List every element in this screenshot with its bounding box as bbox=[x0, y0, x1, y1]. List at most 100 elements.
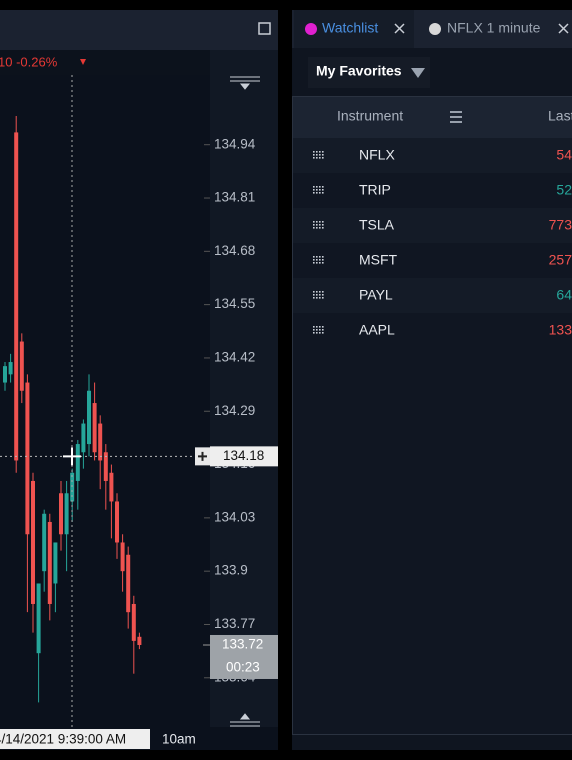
drag-handle[interactable] bbox=[322, 256, 324, 258]
drag-handle[interactable] bbox=[319, 332, 321, 334]
tab-close[interactable] bbox=[394, 23, 405, 34]
symbol[interactable]: PAYL bbox=[359, 287, 393, 303]
scale-handle[interactable] bbox=[230, 713, 260, 727]
drag-handle[interactable] bbox=[313, 326, 315, 328]
drag-handle[interactable] bbox=[322, 326, 324, 328]
drag-handle[interactable] bbox=[313, 221, 315, 223]
drag-handle[interactable] bbox=[316, 329, 318, 331]
drag-handle[interactable] bbox=[319, 221, 321, 223]
symbol[interactable]: TRIP bbox=[359, 182, 391, 198]
drag-handle[interactable] bbox=[316, 326, 318, 328]
drag-handle[interactable] bbox=[319, 154, 321, 156]
drag-handle[interactable] bbox=[316, 186, 318, 188]
symbol[interactable]: MSFT bbox=[359, 252, 398, 268]
drag-handle[interactable] bbox=[319, 297, 321, 299]
candle-body bbox=[31, 480, 35, 604]
drag-handle[interactable] bbox=[322, 332, 324, 334]
tab-label[interactable]: Watchlist bbox=[322, 20, 378, 36]
list-dropdown[interactable] bbox=[308, 57, 430, 88]
drag-handle[interactable] bbox=[316, 189, 318, 191]
drag-handle[interactable] bbox=[319, 294, 321, 296]
drag-handle[interactable] bbox=[316, 224, 318, 226]
drag-handle[interactable] bbox=[322, 294, 324, 296]
drag-handle[interactable] bbox=[316, 332, 318, 334]
drag-handle[interactable] bbox=[319, 189, 321, 191]
drag-handle[interactable] bbox=[316, 256, 318, 258]
drag-handle[interactable] bbox=[322, 151, 324, 153]
drag-handle[interactable] bbox=[313, 291, 315, 293]
drag-handle[interactable] bbox=[322, 189, 324, 191]
drag-handle[interactable] bbox=[319, 186, 321, 188]
drag-handle[interactable] bbox=[313, 192, 315, 194]
drag-handle[interactable] bbox=[313, 227, 315, 229]
scale-handle[interactable] bbox=[230, 76, 260, 90]
drag-handle[interactable] bbox=[316, 259, 318, 261]
drag-handle[interactable] bbox=[322, 329, 324, 331]
maximize-icon[interactable] bbox=[258, 22, 271, 35]
drag-handle[interactable] bbox=[316, 291, 318, 293]
drag-handle[interactable] bbox=[319, 192, 321, 194]
drag-handle[interactable] bbox=[316, 192, 318, 194]
drag-handle[interactable] bbox=[316, 221, 318, 223]
drag-handle[interactable] bbox=[322, 259, 324, 261]
add-icon[interactable] bbox=[198, 451, 207, 461]
drag-handle[interactable] bbox=[322, 297, 324, 299]
drag-handle[interactable] bbox=[322, 154, 324, 156]
drag-handle[interactable] bbox=[313, 329, 315, 331]
column-header[interactable]: Last bbox=[548, 108, 572, 124]
drag-handle[interactable] bbox=[316, 227, 318, 229]
drag-handle[interactable] bbox=[319, 329, 321, 331]
drag-handle[interactable] bbox=[319, 259, 321, 261]
drag-handle[interactable] bbox=[313, 294, 315, 296]
drag-handle[interactable] bbox=[316, 154, 318, 156]
drag-handle[interactable] bbox=[316, 294, 318, 296]
row-bg[interactable] bbox=[293, 243, 572, 278]
drag-handle[interactable] bbox=[319, 224, 321, 226]
tab-close[interactable] bbox=[558, 23, 569, 34]
symbol[interactable]: AAPL bbox=[359, 322, 395, 338]
drag-handle[interactable] bbox=[322, 186, 324, 188]
drag-handle[interactable] bbox=[322, 224, 324, 226]
row-bg[interactable] bbox=[293, 138, 572, 173]
list-name[interactable]: My Favorites bbox=[316, 63, 402, 79]
drag-handle[interactable] bbox=[313, 189, 315, 191]
symbol[interactable]: NFLX bbox=[359, 147, 395, 163]
row-bg[interactable] bbox=[293, 313, 572, 348]
drag-handle[interactable] bbox=[316, 157, 318, 159]
row-bg[interactable] bbox=[293, 278, 572, 313]
drag-handle[interactable] bbox=[313, 259, 315, 261]
column-menu[interactable] bbox=[450, 111, 462, 123]
drag-handle[interactable] bbox=[313, 332, 315, 334]
drag-handle[interactable] bbox=[319, 227, 321, 229]
drag-handle[interactable] bbox=[313, 157, 315, 159]
tab-label[interactable]: NFLX 1 minute bbox=[447, 20, 541, 36]
drag-handle[interactable] bbox=[319, 256, 321, 258]
drag-handle[interactable] bbox=[319, 326, 321, 328]
drag-handle[interactable] bbox=[319, 291, 321, 293]
drag-handle[interactable] bbox=[313, 224, 315, 226]
row-bg[interactable] bbox=[293, 173, 572, 208]
drag-handle[interactable] bbox=[313, 151, 315, 153]
drag-handle[interactable] bbox=[316, 151, 318, 153]
drag-handle[interactable] bbox=[313, 297, 315, 299]
drag-handle[interactable] bbox=[319, 151, 321, 153]
drag-handle[interactable] bbox=[322, 157, 324, 159]
drag-handle[interactable] bbox=[313, 262, 315, 264]
column-header[interactable]: Instrument bbox=[337, 108, 403, 124]
dropdown-arrow[interactable] bbox=[411, 68, 425, 78]
drag-handle[interactable] bbox=[313, 186, 315, 188]
symbol[interactable]: TSLA bbox=[359, 217, 395, 233]
drag-handle[interactable] bbox=[319, 157, 321, 159]
drag-handle[interactable] bbox=[322, 291, 324, 293]
candle-body bbox=[81, 423, 86, 453]
drag-handle[interactable] bbox=[322, 192, 324, 194]
drag-handle[interactable] bbox=[316, 297, 318, 299]
drag-handle[interactable] bbox=[313, 256, 315, 258]
drag-handle[interactable] bbox=[316, 262, 318, 264]
row-bg[interactable] bbox=[293, 208, 572, 243]
drag-handle[interactable] bbox=[322, 221, 324, 223]
drag-handle[interactable] bbox=[322, 262, 324, 264]
drag-handle[interactable] bbox=[322, 227, 324, 229]
drag-handle[interactable] bbox=[313, 154, 315, 156]
drag-handle[interactable] bbox=[319, 262, 321, 264]
